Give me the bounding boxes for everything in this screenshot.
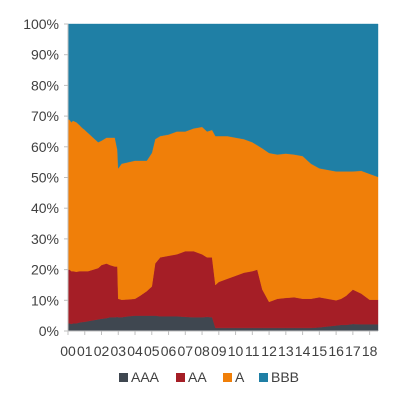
x-tick-label: 02: [94, 343, 110, 359]
x-axis-ticks: 00 01 02 03 04 05 06 07 08 09 10 11 12 13 14 15 16 17 18: [60, 331, 378, 359]
x-tick-label: 15: [312, 343, 328, 359]
plot-areas: [67, 23, 379, 332]
x-tick-label: 14: [295, 343, 311, 359]
y-tick-label: 80%: [31, 77, 59, 93]
y-tick-label: 0%: [39, 323, 59, 339]
x-tick-label: 06: [161, 343, 177, 359]
x-tick-label: 11: [245, 343, 260, 359]
y-tick-label: 70%: [31, 108, 59, 124]
x-tick-label: 10: [228, 343, 244, 359]
x-tick-label: 04: [127, 343, 143, 359]
x-tick-label: 09: [211, 343, 227, 359]
y-tick-label: 50%: [31, 170, 59, 186]
y-tick-label: 10%: [31, 292, 59, 308]
x-tick-label: 05: [144, 343, 160, 359]
y-tick-label: 20%: [31, 262, 59, 278]
legend-label-a: A: [235, 369, 245, 385]
legend-label-bbb: BBB: [271, 369, 299, 385]
legend-label-aa: AA: [188, 369, 207, 385]
x-tick-label: 07: [178, 343, 194, 359]
x-tick-label: 00: [60, 343, 76, 359]
y-tick-label: 90%: [31, 47, 59, 63]
x-tick-label: 16: [328, 343, 344, 359]
area-bbb: [67, 23, 379, 178]
legend-swatch-aa: [176, 373, 185, 382]
legend-swatch-aaa: [119, 373, 128, 382]
x-tick-label: 01: [77, 343, 93, 359]
y-tick-label: 60%: [31, 139, 59, 155]
x-tick-label: 03: [110, 343, 126, 359]
x-tick-label: 12: [261, 343, 277, 359]
legend-swatch-bbb: [259, 373, 268, 382]
x-tick-label: 17: [345, 343, 361, 359]
legend-swatch-a: [223, 373, 232, 382]
y-tick-label: 40%: [31, 200, 59, 216]
legend: AAA AA A BBB: [119, 369, 299, 385]
x-tick-label: 13: [278, 343, 294, 359]
x-tick-label: 18: [362, 343, 378, 359]
y-tick-label: 100%: [23, 16, 59, 32]
legend-label-aaa: AAA: [131, 369, 160, 385]
x-tick-label: 08: [194, 343, 210, 359]
y-tick-label: 30%: [31, 231, 59, 247]
y-axis-ticks: 0% 10% 20% 30% 40% 50% 60% 70% 80% 90% 100%: [23, 16, 68, 339]
